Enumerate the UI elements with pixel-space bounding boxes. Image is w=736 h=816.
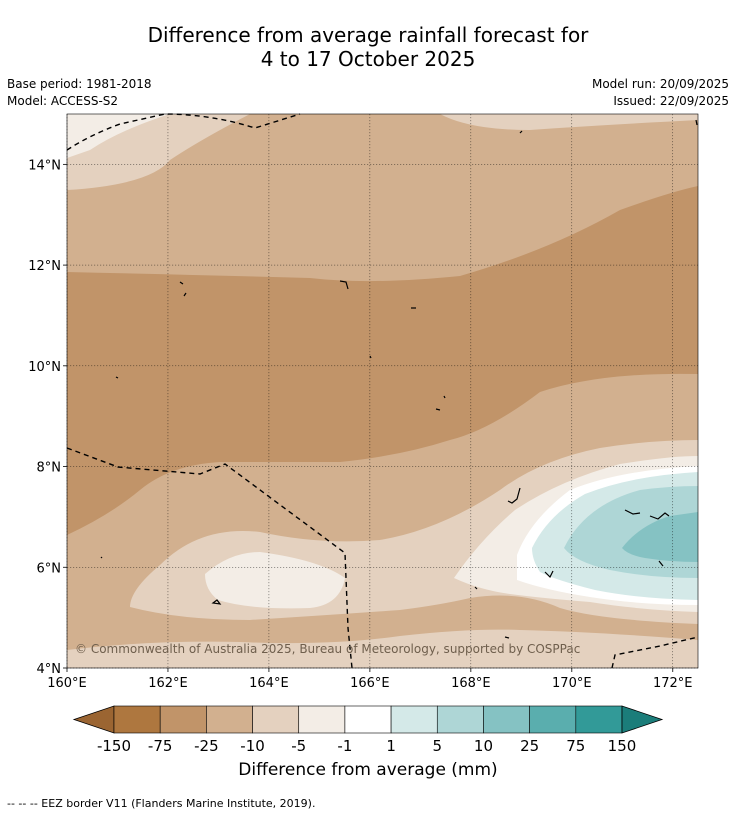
model-name: Model: ACCESS-S2: [7, 94, 119, 108]
y-tick-label: 14°N: [28, 158, 61, 173]
eez-border-south-east: [611, 636, 699, 669]
island: [100, 556, 103, 559]
island: [658, 560, 664, 567]
colorbar-segment: [529, 705, 577, 734]
issued-date: Issued: 22/09/2025: [613, 94, 729, 108]
eez-border-north: [66, 113, 301, 151]
colorbar-segment: [159, 705, 207, 734]
colorbar-segment: [298, 705, 346, 734]
island: [507, 487, 521, 504]
y-tick-label: 6°N: [37, 561, 62, 576]
island: [211, 599, 222, 605]
colorbar-segment: [252, 705, 300, 734]
eez-borders: [66, 113, 699, 669]
island: [339, 280, 349, 290]
colorbar-segment: [113, 705, 161, 734]
colorbar-extend-high: [621, 705, 664, 734]
colorbar-label: 10: [474, 737, 493, 755]
colorbar-label: -5: [291, 737, 306, 755]
y-tick-label: 4°N: [37, 662, 62, 677]
map-title-line-1: Difference from average rainfall forecas…: [147, 23, 589, 47]
colorbar-label: 1: [386, 737, 396, 755]
colorbar-label: 5: [432, 737, 442, 755]
island: [179, 281, 187, 297]
colorbar-label: -75: [148, 737, 173, 755]
colorbar-segment: [344, 705, 392, 734]
colorbar-segment: [206, 705, 253, 734]
field-near-zero-west: [205, 552, 345, 609]
colorbar-extend-low: [72, 705, 115, 734]
colorbar-segment: [483, 705, 530, 734]
x-tick-label: 170°E: [552, 676, 592, 691]
x-tick-label: 166°E: [350, 676, 390, 691]
field-light-top-right: [440, 114, 698, 130]
colorbar-label: -25: [194, 737, 219, 755]
island: [624, 509, 670, 520]
field-plus-10-to-25: [622, 512, 698, 562]
longitude-axis: 160°E 162°E 164°E 166°E 168°E 170°E 172°E: [47, 668, 693, 691]
island: [504, 636, 510, 639]
colorbar-title: Difference from average (mm): [238, 760, 498, 780]
base-period: Base period: 1981-2018: [7, 77, 152, 91]
island: [544, 570, 554, 579]
colorbar-label: -10: [240, 737, 265, 755]
colorbar-label: 75: [566, 737, 585, 755]
colorbar-label: 150: [608, 737, 637, 755]
copyright-notice: © Commonwealth of Australia 2025, Bureau…: [75, 642, 580, 656]
eez-footnote: -- -- -- EEZ border V11 (Flanders Marine…: [7, 797, 316, 810]
forecast-field: [67, 114, 698, 668]
x-tick-label: 164°E: [249, 676, 289, 691]
y-tick-label: 12°N: [28, 259, 61, 274]
colorbar: -150 -75 -25 -10 -5 -1 1 5 10 25 75 150: [72, 705, 664, 755]
colorbar-label: 25: [520, 737, 539, 755]
island: [474, 586, 478, 590]
islands: [100, 119, 698, 639]
model-run: Model run: 20/09/2025: [591, 77, 729, 91]
colorbar-segment: [390, 705, 438, 734]
island: [695, 119, 698, 126]
colorbar-label: -150: [97, 737, 131, 755]
field-near-zero-top-left: [67, 114, 170, 158]
y-tick-label: 8°N: [37, 461, 62, 476]
map-frame: [66, 113, 699, 669]
colorbar-segment: [436, 705, 484, 734]
eez-border-west: [66, 447, 353, 669]
latitude-axis: 4°N 6°N 8°N 10°N 12°N 14°N: [28, 158, 67, 677]
x-tick-label: 160°E: [47, 676, 87, 691]
island: [435, 395, 446, 411]
island: [369, 355, 372, 359]
island: [519, 130, 523, 134]
y-tick-label: 10°N: [28, 360, 61, 375]
x-tick-label: 172°E: [653, 676, 693, 691]
map-title-line-2: 4 to 17 October 2025: [260, 47, 476, 71]
island: [115, 376, 119, 379]
colorbar-label: -1: [337, 737, 352, 755]
x-tick-label: 168°E: [451, 676, 491, 691]
x-tick-label: 162°E: [148, 676, 188, 691]
colorbar-segment: [575, 705, 623, 734]
field-dry-band: [67, 186, 698, 535]
